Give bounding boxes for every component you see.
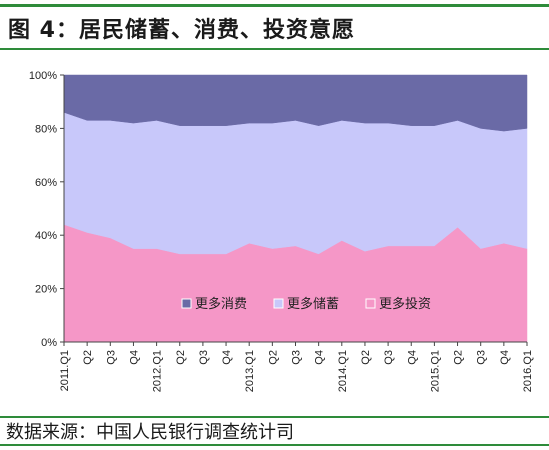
x-tick-label-3: Q4: [128, 350, 140, 365]
x-tick-label-12: 2014.Q1: [337, 350, 349, 392]
x-tick-label-8: 2013.Q1: [244, 350, 256, 392]
legend-swatch-2: [181, 298, 192, 309]
x-tick-label-10: Q3: [291, 350, 303, 365]
source-top-rule: [0, 416, 549, 418]
x-tick-label-11: Q4: [314, 350, 326, 365]
area-series-2: [63, 74, 528, 132]
x-tick-label-2: Q3: [105, 350, 117, 365]
legend-swatch-0: [365, 298, 376, 309]
source-bottom-rule: [0, 444, 549, 446]
y-tick-label-5: 100%: [29, 70, 57, 82]
x-tick-label-4: 2012.Q1: [152, 350, 164, 392]
x-tick-label-15: Q4: [406, 350, 418, 365]
legend-label-2: 更多消费: [195, 296, 247, 312]
x-tick-label-5: Q2: [175, 350, 187, 365]
legend-swatch-1: [273, 298, 284, 309]
legend-label-0: 更多投资: [379, 296, 431, 312]
x-tick-label-9: Q2: [267, 350, 279, 365]
title-rule: [0, 48, 549, 50]
x-tick-label-19: Q4: [499, 350, 511, 365]
x-tick-label-1: Q2: [82, 350, 94, 365]
x-tick-label-18: Q3: [476, 350, 488, 365]
legend-label-1: 更多储蓄: [287, 296, 339, 312]
chart-title: 图 4：居民储蓄、消费、投资意愿: [8, 18, 355, 43]
x-tick-label-17: Q2: [453, 350, 465, 365]
y-tick-label-3: 60%: [35, 177, 57, 189]
x-tick-label-14: Q3: [383, 350, 395, 365]
x-tick-label-13: Q2: [360, 350, 372, 365]
x-tick-label-0: 2011.Q1: [59, 350, 71, 391]
source-note: 数据来源：中国人民银行调查统计司: [6, 422, 294, 443]
y-tick-label-2: 40%: [35, 230, 57, 242]
y-tick-label-4: 80%: [35, 123, 57, 135]
y-tick-label-1: 20%: [35, 284, 57, 296]
y-tick-label-0: 0%: [41, 337, 57, 349]
x-tick-label-6: Q3: [198, 350, 210, 365]
x-tick-label-16: 2015.Q1: [429, 350, 441, 392]
top-rule: [0, 4, 549, 7]
x-tick-label-20: 2016.Q1: [522, 350, 534, 392]
x-tick-label-7: Q4: [221, 350, 233, 365]
